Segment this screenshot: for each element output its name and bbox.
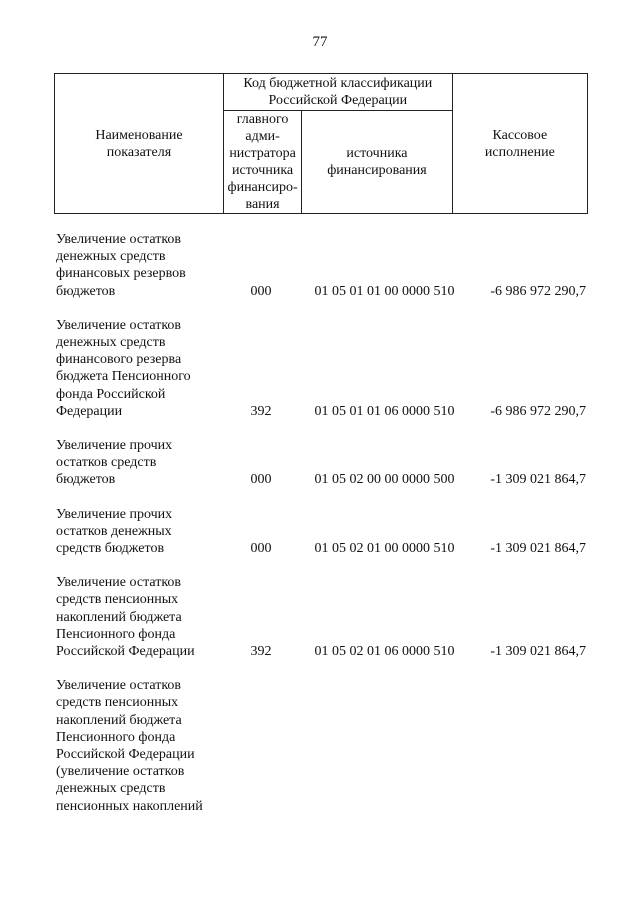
table-row: Увеличение остатков средств пенсионных н… [56,677,586,815]
row-name: Увеличение остатков средств пенсионных н… [56,575,195,660]
row-name: Увеличение остатков денежных средств фин… [56,317,191,419]
table-row: Увеличение прочих остатков денежных сред… [56,506,586,558]
row-source-code: 01 05 02 01 00 0000 510 [314,541,455,557]
table-header: Наименование показателя Код бюджетной кл… [54,73,589,214]
row-admin-code: 000 [250,283,272,299]
row-amount: -6 986 972 290,7 [490,283,586,299]
row-name: Увеличение остатков денежных средств фин… [56,232,186,299]
row-name: Увеличение остатков средств пенсионных н… [56,678,203,814]
row-source-code: 01 05 02 01 06 0000 510 [314,644,455,660]
row-source-code: 01 05 02 00 00 0000 500 [314,472,455,488]
table-row: Увеличение остатков денежных средств фин… [56,231,586,300]
row-admin-code: 000 [250,472,272,488]
table-row: Увеличение прочих остатков средств бюдже… [56,437,586,489]
row-amount: -1 309 021 864,7 [490,541,586,557]
header-name: Наименование показателя [54,73,224,214]
table-body: Увеличение остатков денежных средств фин… [56,231,586,832]
header-source: источника финансирования [301,110,453,214]
row-source-code: 01 05 01 01 00 0000 510 [314,283,455,299]
header-admin: главного адми-нистратора источника финан… [222,110,303,214]
row-source-code: 01 05 01 01 06 0000 510 [314,403,455,419]
row-amount: -1 309 021 864,7 [490,472,586,488]
header-amount: Кассовое исполнение [451,73,589,214]
table-row: Увеличение остатков денежных средств фин… [56,317,586,420]
page-number: 77 [312,34,328,50]
header-code-group: Код бюджетной классификации Российской Ф… [222,73,453,111]
row-name: Увеличение прочих остатков средств бюдже… [56,438,173,488]
row-admin-code: 392 [250,403,272,419]
table-row: Увеличение остатков средств пенсионных н… [56,574,586,660]
row-amount: -6 986 972 290,7 [490,403,586,419]
row-amount: -1 309 021 864,7 [490,644,586,660]
row-admin-code: 392 [250,644,272,660]
row-name: Увеличение прочих остатков денежных сред… [56,506,173,557]
row-admin-code: 000 [250,541,272,557]
